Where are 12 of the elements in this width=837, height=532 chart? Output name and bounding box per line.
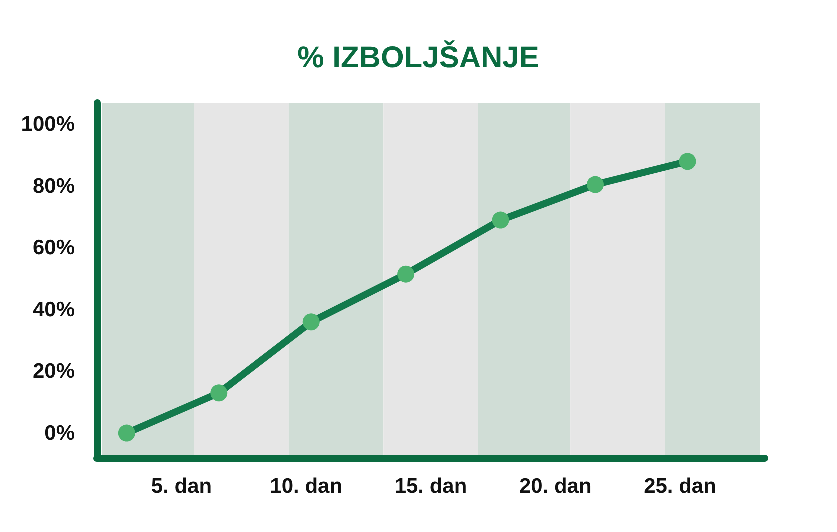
x-tick-label: 10. dan [270,475,343,498]
x-tick-label: 5. dan [151,475,212,498]
x-tick-label: 20. dan [519,475,592,498]
x-tick-label: 25. dan [644,475,716,498]
chart-title: % IZBOLJŠANJE [298,40,540,74]
x-tick-label: 15. dan [394,475,468,498]
y-tick-label: 100% [21,113,76,136]
y-tick-label: 40% [32,298,76,322]
y-tick-label: 20% [32,360,76,384]
y-tick-label: 0% [44,422,76,445]
y-tick-label: 60% [32,236,76,260]
y-tick-label: 80% [32,174,76,198]
